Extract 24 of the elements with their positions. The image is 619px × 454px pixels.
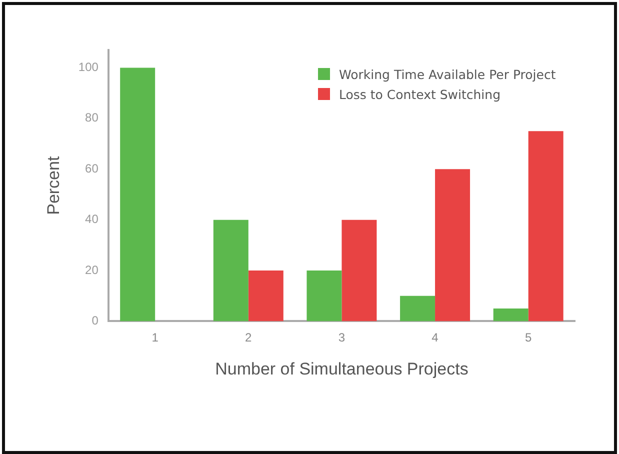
y-axis-title: Percent [44,156,63,215]
bar [120,68,156,322]
x-tick-label: 2 [245,330,252,345]
bar [248,270,284,322]
x-tick-label: 3 [338,330,346,345]
legend-label: Working Time Available Per Project [339,66,556,82]
bar [400,296,436,322]
bar [493,308,528,322]
legend-label: Loss to Context Switching [339,86,501,102]
y-tick-label: 100 [78,60,99,74]
bar [528,131,564,322]
bar [213,220,248,322]
bar [342,220,377,322]
x-tick-label: 4 [432,330,439,345]
y-tick-label: 60 [85,161,99,176]
y-tick-label: 20 [85,262,99,277]
x-tick-label: 5 [525,330,532,345]
x-axis-title: Number of Simultaneous Projects [215,359,468,378]
x-tick-label: 1 [152,330,159,345]
y-tick-label: 40 [85,212,99,226]
y-tick-label: 0 [92,314,99,328]
y-tick-label: 80 [85,110,99,125]
bar [306,270,342,322]
bar [435,169,470,322]
